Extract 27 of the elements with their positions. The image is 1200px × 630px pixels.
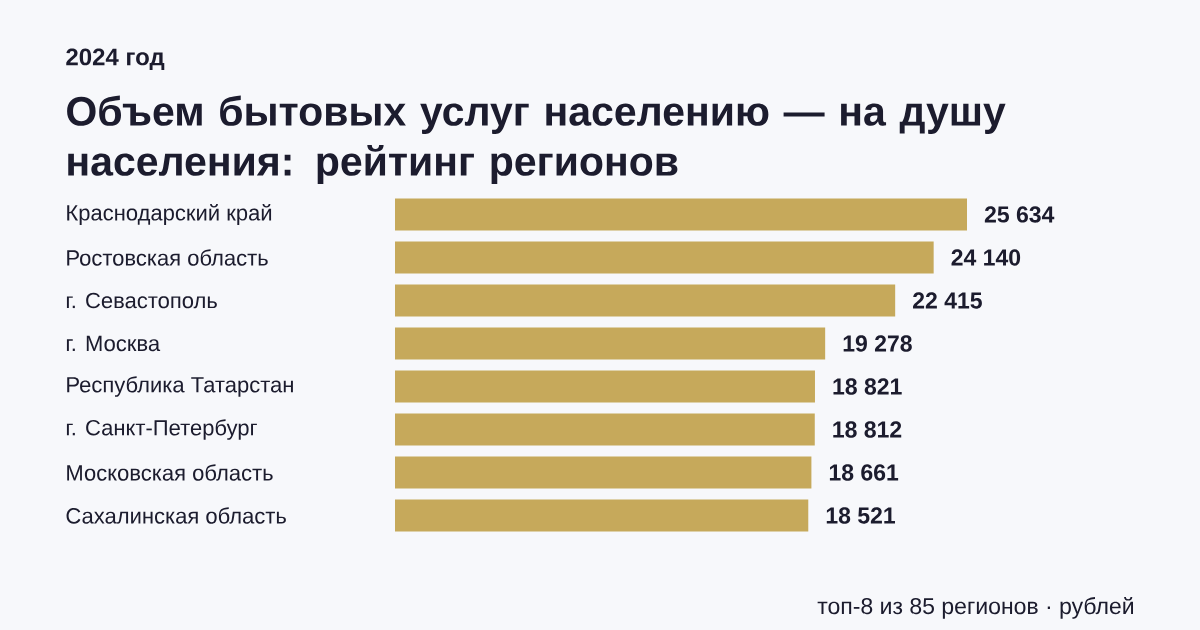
data-label: 24 140	[951, 249, 1021, 266]
bar	[395, 413, 815, 446]
chart-title: Объем бытовых услуг населению — на душу населения: рейтинг регионов	[67, 95, 1006, 184]
bar	[395, 284, 896, 317]
y-tick-label: Сахалинская область	[66, 507, 286, 524]
data-label: 18 821	[833, 378, 902, 395]
bar	[395, 241, 934, 274]
data-label: 18 521	[826, 507, 896, 524]
bar	[395, 456, 812, 489]
data-label: 19 278	[843, 335, 912, 352]
text: 2024 год	[66, 48, 165, 70]
text: топ-8 из 85 регионов · рублей	[817, 596, 1134, 619]
data-label: 22 415	[913, 292, 982, 309]
y-tick-label: г. Москва	[66, 335, 161, 352]
bar	[395, 198, 967, 231]
y-tick-label: Краснодарский край	[67, 204, 272, 225]
data-label: 18 812	[833, 421, 902, 438]
y-tick-label: Московская область	[67, 464, 273, 481]
data-label: 25 634	[984, 206, 1055, 223]
y-tick-label: г. Санкт-Петербург	[66, 419, 257, 440]
y-tick-label: Ростовская область	[67, 249, 268, 266]
bar	[395, 370, 815, 403]
bar	[395, 327, 826, 360]
bar	[395, 499, 809, 532]
y-tick-label: Республика Татарстан	[67, 376, 293, 397]
data-label: 18 661	[829, 464, 899, 481]
y-tick-label: г. Севастополь	[66, 292, 217, 309]
